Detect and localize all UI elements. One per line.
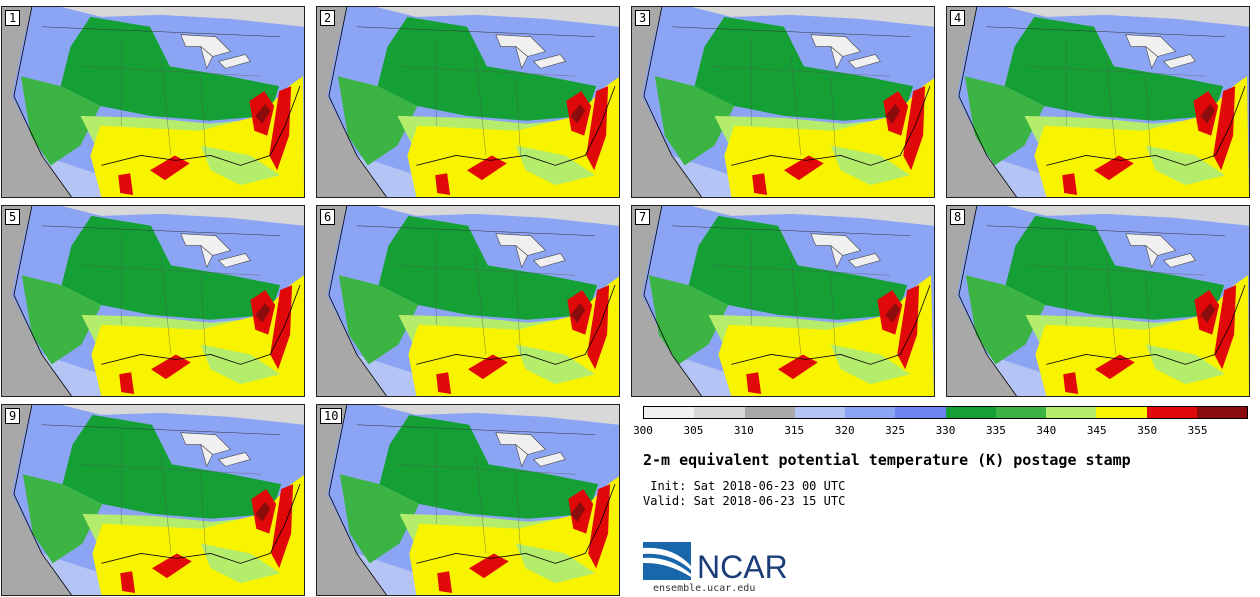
valid-time: Valid: Sat 2018-06-23 15 UTC — [643, 494, 846, 508]
panel-number-label: 7 — [635, 209, 651, 225]
colorbar-segment — [1096, 407, 1147, 418]
panel-number-label: 2 — [320, 10, 336, 26]
figure-title: 2-m equivalent potential temperature (K)… — [643, 451, 1131, 469]
panel-number-label: 9 — [5, 408, 21, 424]
colorbar-segment — [1046, 407, 1097, 418]
colorbar-tick-label: 335 — [985, 424, 1006, 437]
panel-number-label: 4 — [950, 10, 966, 26]
map-panel-5: 5 — [1, 205, 305, 397]
colorbar-segment — [1146, 407, 1197, 418]
panel-number-label: 1 — [5, 10, 21, 26]
colorbar-segment — [744, 407, 795, 418]
panel-number-label: 8 — [950, 209, 966, 225]
colorbar-tick-label: 345 — [1086, 424, 1107, 437]
colorbar-tick-label: 315 — [784, 424, 805, 437]
colorbar-tick-label: 325 — [885, 424, 906, 437]
map-panel-6: 6 — [316, 205, 620, 397]
panel-number-label: 5 — [5, 209, 21, 225]
colorbar-tick-label: 330 — [935, 424, 956, 437]
colorbar-segment — [845, 407, 896, 418]
map-panel-8: 8 — [946, 205, 1250, 397]
colorbar-tick-label: 310 — [733, 424, 754, 437]
map-panel-10: 10 — [316, 404, 620, 596]
map-panel-2: 2 — [316, 6, 620, 198]
colorbar-tick-label: 305 — [683, 424, 704, 437]
init-time: Init: Sat 2018-06-23 00 UTC — [643, 479, 846, 493]
colorbar-tick-label: 320 — [834, 424, 855, 437]
colorbar-tick-label: 350 — [1137, 424, 1158, 437]
panel-number-label: 10 — [320, 408, 343, 424]
map-panel-7: 7 — [631, 205, 935, 397]
colorbar-segment — [895, 407, 946, 418]
ncar-logo: NCAR — [643, 540, 793, 585]
colorbar-segment — [694, 407, 745, 418]
map-panel-4: 4 — [946, 6, 1250, 198]
map-panel-1: 1 — [1, 6, 305, 198]
colorbar-segment — [644, 407, 695, 418]
colorbar-segment — [1196, 407, 1247, 418]
map-panel-9: 9 — [1, 404, 305, 596]
logo-url: ensemble.ucar.edu — [653, 583, 756, 594]
colorbar-tick-label: 340 — [1036, 424, 1057, 437]
panel-number-label: 3 — [635, 10, 651, 26]
colorbar — [643, 406, 1248, 419]
colorbar-tick-labels: 300 305 310 315 320 325 330 335 340 345 350 355 — [633, 424, 1248, 438]
colorbar-segment — [945, 407, 996, 418]
logo-wordmark: NCAR — [697, 549, 788, 584]
colorbar-segment — [794, 407, 845, 418]
colorbar-segment — [995, 407, 1046, 418]
colorbar-tick-label: 300 — [633, 424, 653, 437]
colorbar-tick-label: 355 — [1187, 424, 1208, 437]
map-panel-3: 3 — [631, 6, 935, 198]
panel-number-label: 6 — [320, 209, 336, 225]
